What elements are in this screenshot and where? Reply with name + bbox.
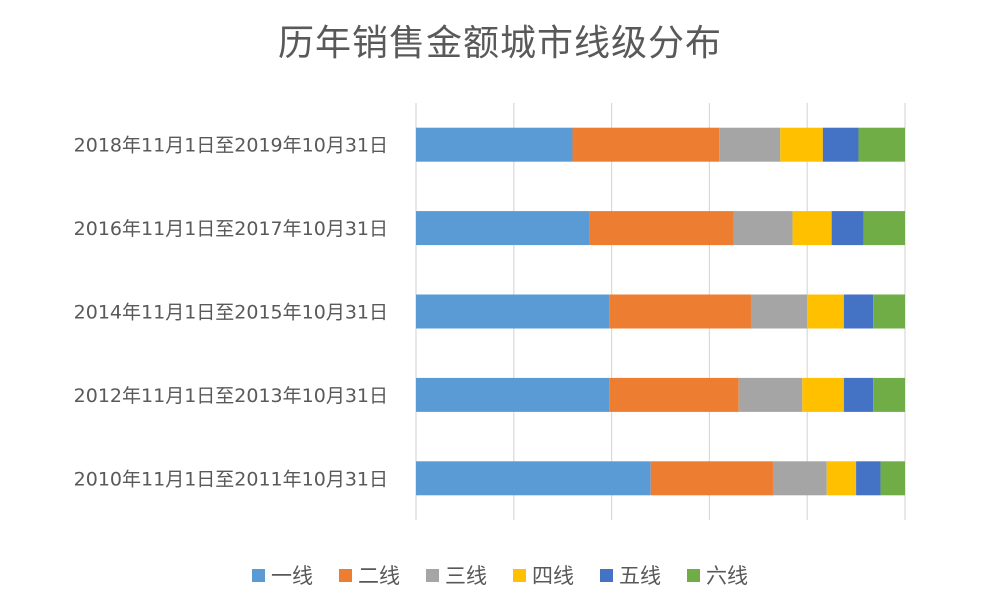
bar-segment-3 — [772, 461, 827, 496]
legend-swatch — [687, 568, 700, 582]
legend-label: 二线 — [358, 564, 400, 588]
bar-segment-2 — [609, 377, 739, 412]
legend-item: 六线 — [687, 560, 748, 590]
bar-segment-5 — [843, 294, 874, 329]
legend-item: 二线 — [339, 560, 400, 590]
bar-segment-1 — [416, 377, 610, 412]
bar-segment-4 — [802, 377, 844, 412]
legend-swatch — [339, 568, 352, 582]
bar-segment-4 — [792, 211, 832, 246]
legend: 一线 二线 三线 四线 五线 六线 — [0, 560, 1000, 590]
bar-segment-6 — [873, 294, 905, 329]
chart-title: 历年销售金额城市线级分布 — [277, 23, 722, 64]
bar-segment-6 — [863, 211, 905, 246]
bar-segment-1 — [416, 294, 610, 329]
legend-swatch — [252, 568, 265, 582]
bar-segment-2 — [650, 461, 773, 496]
category-label: 2012年11月1日至2013年10月31日 — [74, 385, 388, 407]
legend-swatch — [426, 568, 439, 582]
bar-segment-5 — [831, 211, 864, 246]
bar-segment-5 — [822, 127, 859, 162]
legend-label: 五线 — [619, 564, 661, 588]
category-label: 2018年11月1日至2019年10月31日 — [74, 135, 388, 157]
legend-item: 一线 — [252, 560, 313, 590]
bar-segment-4 — [826, 461, 857, 496]
bar-segment-2 — [589, 211, 734, 246]
category-label: 2016年11月1日至2017年10月31日 — [74, 218, 388, 240]
legend-item: 三线 — [426, 560, 487, 590]
bar-segment-3 — [733, 211, 793, 246]
bar-segment-1 — [416, 127, 573, 162]
bar-segment-4 — [780, 127, 823, 162]
category-label: 2014年11月1日至2015年10月31日 — [74, 302, 388, 324]
bar-segment-5 — [856, 461, 881, 496]
legend-label: 一线 — [271, 564, 313, 588]
bar-segment-1 — [416, 461, 651, 496]
legend-item: 四线 — [513, 560, 574, 590]
legend-label: 三线 — [445, 564, 487, 588]
legend-label: 四线 — [532, 564, 574, 588]
bar-segment-2 — [609, 294, 751, 329]
bar-segment-3 — [719, 127, 781, 162]
legend-swatch — [600, 568, 613, 582]
legend-label: 六线 — [706, 564, 748, 588]
legend-swatch — [513, 568, 526, 582]
bar-segment-3 — [738, 377, 803, 412]
bar-segment-6 — [858, 127, 905, 162]
bar-segment-6 — [873, 377, 905, 412]
bar-segment-6 — [880, 461, 905, 496]
bar-segment-2 — [572, 127, 720, 162]
category-label: 2010年11月1日至2011年10月31日 — [74, 468, 388, 490]
legend-item: 五线 — [600, 560, 661, 590]
bar-segment-1 — [416, 211, 590, 246]
category-labels: 2018年11月1日至2019年10月31日 2016年11月1日至2017年10… — [74, 135, 388, 491]
bar-segment-5 — [843, 377, 874, 412]
bar-segment-3 — [750, 294, 808, 329]
bar-segment-4 — [807, 294, 844, 329]
bars — [416, 127, 905, 496]
